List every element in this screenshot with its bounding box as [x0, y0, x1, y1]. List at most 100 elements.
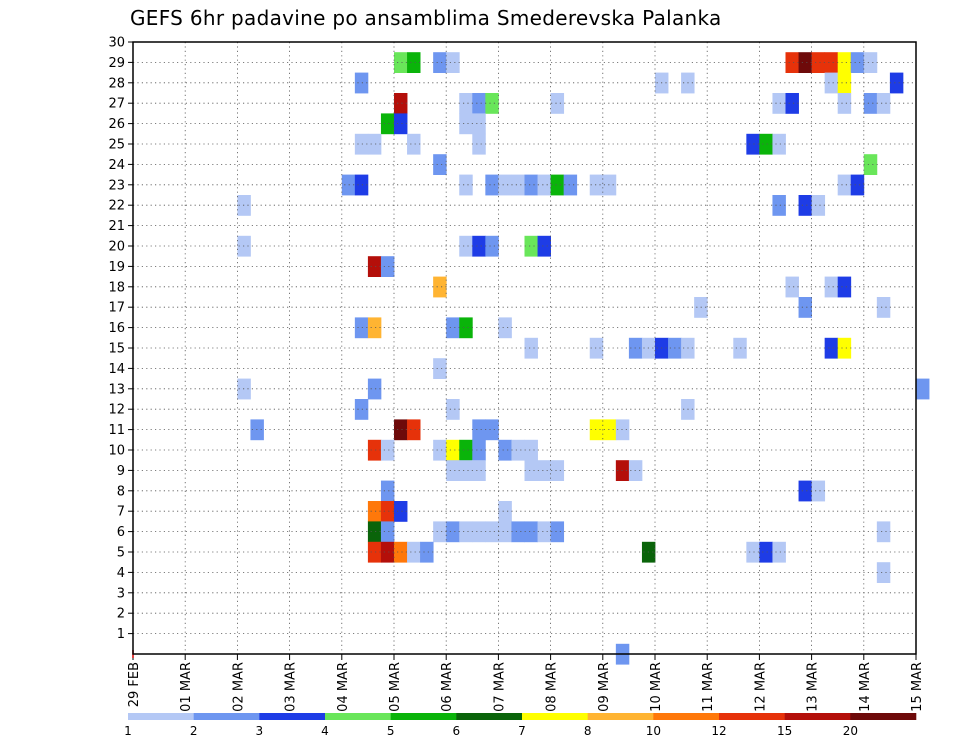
x-tick-label: 10 MAR: [649, 662, 664, 712]
legend-swatch: [784, 713, 851, 720]
heatmap-cell: [733, 337, 747, 359]
heatmap-cell: [511, 521, 525, 543]
y-tick-label: 13: [108, 382, 125, 397]
y-tick-label: 7: [117, 505, 125, 520]
heatmap-cell: [550, 93, 565, 114]
heatmap-cell: [472, 521, 486, 543]
legend-swatch: [587, 713, 654, 720]
y-tick-label: 14: [108, 362, 125, 377]
heatmap-cell: [524, 439, 538, 461]
legend-label: 5: [387, 724, 395, 738]
y-tick-label: 19: [108, 260, 125, 275]
heatmap-cell: [537, 460, 551, 481]
heatmap-cell: [837, 337, 852, 359]
heatmap-cell: [524, 235, 538, 257]
heatmap-cell: [472, 93, 486, 114]
heatmap-cell: [498, 521, 512, 543]
x-tick-label: 14 MAR: [858, 662, 873, 712]
heatmap-cell: [433, 52, 447, 73]
heatmap-cell: [472, 113, 486, 135]
heatmap-cell: [367, 501, 382, 522]
heatmap-cell: [811, 480, 826, 502]
heatmap-cell: [837, 52, 852, 73]
heatmap-cell: [498, 439, 512, 461]
heatmap-cell: [380, 501, 395, 522]
heatmap-cell: [824, 52, 839, 73]
heatmap-cell: [485, 235, 499, 257]
y-tick-label: 18: [108, 280, 125, 295]
heatmap-cell: [433, 276, 447, 298]
heatmap-cell: [863, 93, 878, 114]
heatmap-cell: [798, 480, 812, 502]
heatmap-cell: [433, 154, 447, 175]
legend-swatch: [456, 713, 523, 720]
legend-swatch: [719, 713, 785, 720]
heatmap-cell: [524, 521, 538, 543]
x-tick-label: 12 MAR: [753, 662, 768, 712]
heatmap-cell: [433, 358, 447, 379]
x-tick-label: 13 MAR: [806, 662, 821, 712]
heatmap-cell: [459, 113, 473, 135]
heatmap-cell: [446, 439, 460, 461]
legend-swatch: [325, 713, 391, 720]
y-tick-label: 25: [108, 138, 125, 153]
heatmap-cell: [420, 541, 434, 563]
heatmap-cell: [511, 174, 525, 196]
y-tick-label: 2: [117, 607, 125, 622]
heatmap-cell: [837, 72, 852, 94]
legend-label: 7: [518, 724, 526, 738]
y-tick-label: 3: [117, 586, 125, 601]
heatmap-cell: [511, 439, 525, 461]
legend-swatch: [850, 713, 917, 720]
x-tick-label: 09 MAR: [597, 662, 612, 712]
heatmap-cell: [550, 174, 565, 196]
heatmap-cell: [380, 113, 395, 135]
heatmap-cell: [524, 337, 538, 359]
heatmap-cell: [354, 317, 369, 339]
heatmap-cell: [824, 276, 839, 298]
heatmap-cell: [380, 521, 395, 543]
heatmap-cell: [394, 113, 408, 135]
heatmap-cell: [459, 460, 473, 481]
heatmap-cell: [367, 317, 382, 339]
heatmap-cells: [237, 52, 930, 665]
heatmap-cell: [485, 521, 499, 543]
y-tick-label: 15: [108, 342, 125, 357]
heatmap-cell: [550, 521, 565, 543]
heatmap-cell: [876, 297, 891, 318]
heatmap-cell: [602, 419, 617, 441]
heatmap-cell: [407, 419, 421, 441]
heatmap-cell: [876, 562, 891, 583]
heatmap-cell: [367, 439, 382, 461]
heatmap-cell: [472, 419, 486, 441]
heatmap-cell: [367, 521, 382, 543]
legend-label: 15: [777, 724, 792, 738]
heatmap-cell: [772, 93, 786, 114]
heatmap-cell: [772, 133, 786, 155]
legend-label: 12: [711, 724, 726, 738]
heatmap-cell: [485, 93, 499, 114]
heatmap-cell: [433, 439, 447, 461]
legend-swatch: [259, 713, 326, 720]
y-tick-label: 11: [108, 423, 125, 438]
heatmap-cell: [837, 276, 852, 298]
heatmap-cell: [798, 297, 812, 318]
y-tick-label: 20: [108, 240, 125, 255]
heatmap-cell: [446, 317, 460, 339]
legend-label: 20: [843, 724, 858, 738]
dotted-grid: [133, 42, 916, 654]
heatmap-cell: [446, 52, 460, 73]
heatmap-cell: [889, 72, 904, 94]
heatmap-cell: [785, 93, 799, 114]
heatmap-cell: [498, 501, 512, 522]
legend-label: 10: [646, 724, 661, 738]
heatmap-cell: [524, 460, 538, 481]
heatmap-cell: [563, 174, 578, 196]
heatmap-cell: [485, 419, 499, 441]
x-tick-label: 05 MAR: [388, 662, 403, 712]
y-tick-label: 27: [108, 97, 125, 112]
x-axis: 29 FEB 01 MAR 02 MAR 03 MAR 04 MAR 05 MAR 06 M…: [127, 650, 925, 712]
y-tick-label: 5: [117, 546, 125, 561]
chart-title: GEFS 6hr padavine po ansamblima Smederev…: [130, 6, 722, 30]
legend-swatch: [390, 713, 457, 720]
